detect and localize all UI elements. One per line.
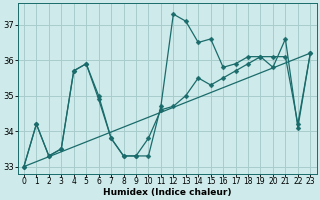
X-axis label: Humidex (Indice chaleur): Humidex (Indice chaleur): [103, 188, 231, 197]
